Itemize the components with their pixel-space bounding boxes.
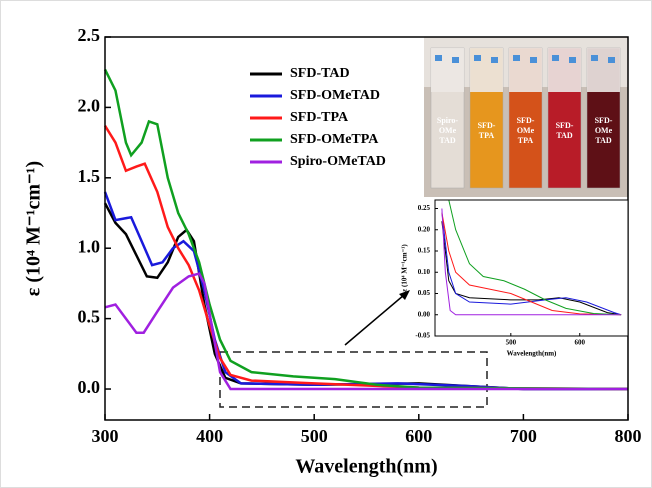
vial-label: TAD bbox=[556, 131, 573, 140]
vial-photo: Spiro-OMeTADSFD-TPASFD-OMeTPASFD-TADSFD-… bbox=[424, 37, 628, 197]
y-tick-label: 0.05 bbox=[418, 289, 431, 297]
y-tick-label: 1.5 bbox=[78, 166, 101, 186]
x-tick-label: 400 bbox=[196, 426, 223, 446]
y-tick-label: 0.00 bbox=[418, 310, 431, 318]
x-tick-label: 800 bbox=[615, 426, 642, 446]
vial-mark bbox=[591, 55, 598, 61]
y-axis-label: ε (10⁴ M⁻¹cm⁻¹) bbox=[401, 244, 409, 292]
vial-label: Spiro- bbox=[437, 116, 459, 125]
vial-label: SFD- bbox=[478, 121, 496, 130]
vial-label: SFD- bbox=[556, 121, 574, 130]
series-line bbox=[441, 208, 622, 316]
x-tick-label: 600 bbox=[405, 426, 432, 446]
x-tick-label: 600 bbox=[575, 339, 586, 347]
vial-mark bbox=[452, 57, 459, 63]
x-tick-label: 700 bbox=[510, 426, 537, 446]
series-line bbox=[103, 68, 629, 391]
legend-label: SFD-TAD bbox=[290, 66, 350, 81]
vial-label: OMe bbox=[439, 126, 457, 135]
series-line bbox=[441, 212, 622, 316]
series-line bbox=[104, 272, 628, 391]
y-tick-label: 0.25 bbox=[418, 204, 431, 212]
vial-label: TAD bbox=[439, 136, 456, 145]
zoom-arrow bbox=[344, 294, 405, 346]
vial-mark bbox=[608, 57, 615, 63]
x-axis-label: Wavelength(nm) bbox=[295, 456, 437, 478]
y-tick-label: 1.0 bbox=[78, 236, 101, 256]
series-line bbox=[103, 191, 628, 391]
series-line bbox=[441, 221, 622, 316]
zoom-box bbox=[219, 351, 488, 408]
x-tick-label: 500 bbox=[301, 426, 328, 446]
legend-label: SFD-TPA bbox=[290, 110, 349, 125]
x-tick-label: 500 bbox=[506, 339, 517, 347]
vial-mark bbox=[530, 57, 537, 63]
legend-label: SFD-OMeTAD bbox=[290, 88, 380, 103]
vial-mark bbox=[513, 55, 520, 61]
plot-frame bbox=[434, 199, 629, 337]
vial-label: OMe bbox=[517, 126, 535, 135]
vial-mark bbox=[491, 57, 498, 63]
legend-label: SFD-OMeTPA bbox=[290, 132, 379, 147]
vial-label: TPA bbox=[479, 131, 495, 140]
y-tick-label: 0.0 bbox=[78, 377, 101, 397]
vial-top bbox=[548, 48, 581, 92]
vial-mark bbox=[435, 55, 442, 61]
vial-label: TAD bbox=[595, 136, 612, 145]
y-axis-label: ε (10⁴ M⁻¹cm⁻¹) bbox=[23, 161, 45, 296]
x-tick-label: 300 bbox=[92, 426, 119, 446]
y-tick-label: 0.10 bbox=[418, 268, 431, 276]
y-tick-label: 0.20 bbox=[418, 225, 431, 233]
y-tick-label: 0.5 bbox=[78, 307, 101, 327]
y-tick-label: 0.15 bbox=[418, 247, 431, 255]
x-axis-label: Wavelength(nm) bbox=[507, 350, 557, 358]
series-line bbox=[448, 199, 622, 316]
vial-mark bbox=[474, 55, 481, 61]
y-tick-label: 2.0 bbox=[78, 96, 101, 116]
vial-label: TPA bbox=[518, 136, 534, 145]
vial-top bbox=[587, 48, 620, 92]
vial-top bbox=[470, 48, 503, 92]
series-line bbox=[441, 212, 622, 316]
vial-top bbox=[509, 48, 542, 92]
vial-label: OMe bbox=[595, 126, 613, 135]
legend-label: Spiro-OMeTAD bbox=[290, 154, 386, 169]
y-tick-label: 2.5 bbox=[78, 25, 101, 45]
vial-mark bbox=[552, 55, 559, 61]
zoom-arrow-head bbox=[399, 290, 410, 300]
vial-label: SFD- bbox=[517, 116, 535, 125]
vial-top bbox=[431, 48, 464, 92]
y-tick-label: -0.05 bbox=[415, 332, 430, 340]
plot-background bbox=[435, 200, 628, 336]
series-line bbox=[103, 125, 629, 391]
vial-mark bbox=[569, 57, 576, 63]
vial-label: SFD- bbox=[595, 116, 613, 125]
